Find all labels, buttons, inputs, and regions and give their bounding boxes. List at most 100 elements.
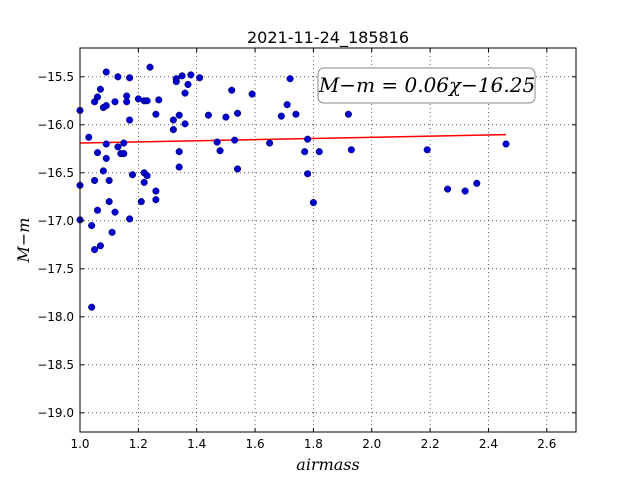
data-point	[175, 111, 183, 119]
data-point	[143, 97, 151, 105]
data-point	[155, 96, 163, 104]
y-tick-label: −17.0	[37, 214, 74, 228]
data-point	[347, 146, 355, 154]
data-points	[76, 63, 510, 311]
data-point	[96, 85, 104, 93]
x-tick-label: 1.2	[129, 437, 148, 451]
y-tick-label: −16.5	[37, 166, 74, 180]
fit-line-layer	[79, 133, 506, 144]
data-point	[231, 136, 239, 144]
data-point	[178, 72, 186, 80]
data-point	[91, 246, 99, 254]
data-point	[266, 139, 274, 147]
data-point	[169, 116, 177, 124]
data-point	[283, 101, 291, 109]
data-point	[126, 74, 134, 82]
data-point	[423, 146, 431, 154]
data-point	[444, 185, 452, 193]
data-point	[344, 110, 352, 118]
data-point	[99, 167, 107, 175]
data-point	[152, 110, 160, 118]
fit-equation-box: M−m = 0.06χ−16.25	[317, 67, 536, 104]
data-point	[102, 102, 110, 110]
y-axis-label: M−m	[14, 218, 33, 264]
data-point	[204, 111, 212, 119]
data-point	[152, 196, 160, 204]
data-point	[286, 75, 294, 83]
data-point	[461, 187, 469, 195]
x-tick-label: 1.8	[304, 437, 323, 451]
data-point	[181, 89, 189, 97]
data-point	[277, 112, 285, 120]
y-tick-label: −19.0	[37, 406, 74, 420]
data-point	[114, 143, 122, 151]
x-tick-label: 2.4	[479, 437, 498, 451]
y-tick-label: −18.5	[37, 358, 74, 372]
x-tick-label: 1.0	[70, 437, 89, 451]
data-point	[88, 303, 96, 311]
data-point	[304, 135, 312, 143]
y-tick-label: −16.0	[37, 118, 74, 132]
data-point	[315, 148, 323, 156]
data-point	[222, 113, 230, 121]
data-point	[123, 98, 131, 106]
data-point	[108, 228, 116, 236]
data-point	[172, 78, 180, 86]
x-tick-label: 2.6	[537, 437, 556, 451]
y-tick-label: −17.5	[37, 262, 74, 276]
x-tick-label: 1.4	[187, 437, 206, 451]
data-point	[228, 86, 236, 94]
data-point	[111, 208, 119, 216]
data-point	[301, 148, 309, 156]
data-point	[137, 198, 145, 206]
data-point	[473, 179, 481, 187]
data-point	[126, 215, 134, 223]
data-point	[169, 126, 177, 134]
data-point	[248, 90, 256, 98]
data-point	[175, 163, 183, 171]
x-tick-label: 2.2	[421, 437, 440, 451]
chart-title: 2021-11-24_185816	[247, 28, 409, 48]
data-point	[196, 74, 204, 82]
y-tick-label: −18.0	[37, 310, 74, 324]
data-point	[88, 222, 96, 230]
grid	[79, 48, 576, 432]
data-point	[140, 178, 148, 186]
data-point	[93, 206, 102, 214]
data-point	[126, 116, 134, 124]
data-point	[187, 71, 195, 79]
data-point	[93, 149, 102, 157]
data-point	[128, 171, 137, 179]
plot-frame	[79, 47, 577, 433]
fit-line	[79, 133, 506, 144]
data-point	[102, 154, 110, 162]
data-point	[175, 148, 183, 156]
data-point	[105, 198, 113, 206]
data-point	[146, 63, 154, 71]
data-point	[152, 187, 160, 195]
data-point	[292, 110, 300, 118]
data-point	[502, 140, 510, 148]
x-tick-label: 1.6	[246, 437, 265, 451]
fit-equation: M−m = 0.06χ−16.25	[318, 73, 535, 97]
x-axis-label: airmass	[296, 455, 359, 474]
data-point	[111, 98, 119, 106]
data-point	[181, 120, 189, 128]
data-point	[105, 176, 113, 185]
x-tick-label: 2.0	[362, 437, 381, 451]
data-point	[114, 73, 122, 81]
data-point	[309, 199, 317, 207]
data-point	[304, 170, 312, 178]
fit-equation-frame	[317, 67, 536, 104]
data-point	[85, 133, 93, 141]
data-point	[184, 80, 192, 89]
data-point	[120, 150, 128, 158]
data-point	[216, 147, 224, 155]
axis-ticks: 1.0 1.2 1.4 1.6 1.8 2.0 2.2 2.4 2.6 −15.5 −16.0 −16…	[37, 48, 576, 451]
data-point	[96, 242, 104, 250]
data-point	[213, 138, 221, 146]
data-point	[91, 176, 99, 185]
data-point	[234, 165, 242, 173]
data-point	[143, 172, 151, 180]
